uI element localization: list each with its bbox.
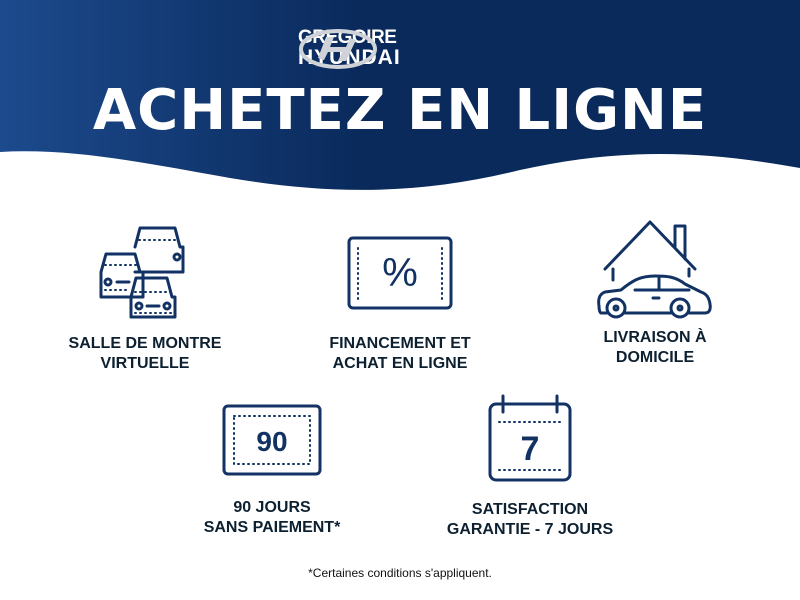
ticket-90-icon: 90 (222, 404, 322, 476)
days-number: 90 (256, 426, 287, 457)
feature-label-line1: LIVRAISON À (603, 329, 707, 346)
feature-label-line1: SALLE DE MONTRE (68, 335, 222, 352)
header-banner: GREGOIRE HYUNDAI ACHETEZ EN LIGNE (0, 0, 800, 200)
feature-label-line2: GARANTIE - 7 JOURS (446, 521, 614, 538)
page-title: ACHETEZ EN LIGNE (92, 78, 708, 143)
feature-label-line1: FINANCEMENT ET (329, 335, 471, 352)
cars-icon (99, 226, 185, 319)
calendar-day: 7 (521, 430, 540, 468)
conditions-note: *Certaines conditions s'appliquent. (308, 566, 492, 580)
house-car-icon (597, 220, 712, 319)
feature-label-line1: 90 JOURS (233, 499, 311, 516)
feature-label-line2: DOMICILE (615, 349, 695, 366)
feature-90-days: 90 90 JOURS SANS PAIEMENT* (177, 400, 367, 538)
feature-financing: % FINANCEMENT ET ACHAT EN LIGNE (305, 222, 495, 374)
feature-home-delivery: LIVRAISON À DOMICILE (560, 214, 750, 368)
feature-label-line2: ACHAT EN LIGNE (332, 355, 468, 372)
feature-label-line1: SATISFACTION (471, 501, 589, 518)
feature-virtual-showroom: SALLE DE MONTRE VIRTUELLE (50, 222, 240, 374)
feature-satisfaction: 7 SATISFACTION GARANTIE - 7 JOURS (430, 392, 630, 540)
feature-label-line2: SANS PAIEMENT* (203, 519, 341, 536)
percent-ticket-icon: % (347, 236, 453, 310)
calendar-icon: 7 (488, 394, 572, 482)
feature-label-line2: VIRTUELLE (100, 355, 190, 372)
percent-symbol: % (382, 251, 418, 295)
dealer-logo: GREGOIRE HYUNDAI (298, 28, 401, 69)
hyundai-logo-icon (299, 29, 377, 69)
